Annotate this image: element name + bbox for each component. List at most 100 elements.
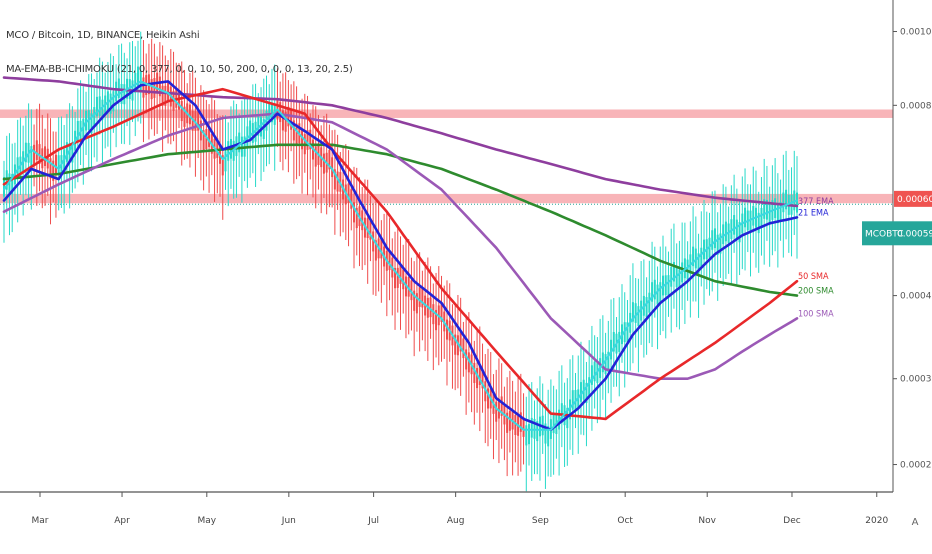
candle — [631, 263, 634, 364]
candle-body — [522, 417, 525, 437]
candle — [153, 43, 156, 136]
candle-body — [588, 377, 591, 398]
candle-body — [511, 409, 514, 430]
candle — [634, 278, 637, 348]
candle-body — [38, 144, 41, 164]
candle — [391, 238, 394, 316]
y-tick-label: 0.0010000 — [900, 28, 932, 38]
candle-body — [700, 247, 703, 268]
candle-body — [768, 203, 771, 224]
series-line-sma50 — [2, 87, 799, 421]
candle — [678, 240, 681, 330]
candle-body — [697, 253, 700, 274]
candle — [358, 177, 361, 267]
candle-body — [782, 192, 785, 213]
candle — [563, 382, 566, 467]
candle-body — [366, 218, 369, 238]
candle — [601, 315, 604, 400]
candle-body — [560, 403, 563, 423]
candle-body — [33, 144, 36, 165]
candle-body — [161, 85, 164, 106]
candle — [44, 128, 47, 206]
candle-body — [785, 189, 788, 210]
candle-body — [109, 93, 112, 114]
candle — [336, 134, 339, 210]
candle — [374, 200, 377, 296]
candle — [429, 266, 432, 339]
candles — [3, 31, 798, 492]
candle — [404, 237, 407, 339]
candle-body — [738, 222, 741, 243]
candle-body — [536, 421, 539, 442]
y-tick-label: 0.0002700 — [900, 461, 932, 471]
candle-body — [519, 412, 522, 432]
candle-body — [246, 126, 249, 147]
auto-scale-button[interactable]: A — [911, 516, 919, 528]
candle-body — [205, 129, 208, 150]
x-tick-label: Mar — [32, 516, 49, 526]
candle-body — [796, 192, 798, 213]
candle-body — [484, 381, 487, 402]
candle-body — [410, 280, 413, 301]
candle — [465, 314, 468, 415]
candle-body — [249, 120, 252, 141]
candle — [317, 114, 320, 190]
candle-body — [506, 412, 509, 433]
candle-body — [49, 158, 52, 179]
candle-body — [3, 176, 5, 197]
candle — [716, 212, 719, 301]
candle-body — [164, 85, 167, 106]
candle — [90, 73, 93, 172]
candle — [760, 177, 763, 256]
candle-body — [672, 262, 675, 282]
candle-body — [322, 153, 325, 174]
candle — [350, 171, 353, 231]
candle-body — [68, 143, 71, 164]
candle-body — [692, 246, 695, 267]
candle-body — [459, 331, 462, 352]
candle — [93, 79, 96, 158]
candle — [101, 61, 104, 165]
candle — [380, 220, 383, 303]
candle — [503, 386, 506, 461]
candle-body — [295, 123, 298, 144]
candle — [372, 203, 375, 295]
x-tick-label: 2020 — [865, 516, 888, 526]
candle-body — [793, 190, 796, 211]
candle-body — [396, 267, 399, 288]
candle — [363, 179, 366, 266]
candle — [596, 337, 599, 424]
candle-body — [98, 96, 101, 116]
candle-body — [136, 66, 139, 86]
candle — [481, 343, 484, 413]
candle — [533, 400, 536, 475]
candle — [768, 186, 771, 267]
candle-body — [101, 99, 104, 120]
candle-body — [54, 154, 57, 175]
candle — [224, 115, 227, 190]
candle-body — [571, 390, 574, 410]
candle-body — [653, 279, 656, 300]
candle — [744, 168, 747, 271]
candle — [664, 246, 667, 339]
candle-body — [402, 269, 405, 290]
candle — [667, 251, 670, 317]
candle-body — [76, 120, 79, 141]
candle — [506, 377, 509, 477]
candle-body — [270, 102, 273, 123]
candle-body — [656, 284, 659, 305]
candle-body — [670, 267, 673, 287]
candle — [11, 143, 14, 233]
resistance-zone-2 — [0, 193, 893, 204]
candle-body — [380, 238, 383, 259]
candle-body — [238, 132, 241, 153]
candle — [24, 115, 27, 196]
candle — [333, 129, 336, 235]
candle — [500, 363, 503, 449]
candle-body — [44, 146, 47, 167]
candle-body — [659, 282, 662, 303]
candle — [579, 341, 582, 435]
candle-body — [388, 250, 391, 271]
candle — [489, 352, 492, 439]
